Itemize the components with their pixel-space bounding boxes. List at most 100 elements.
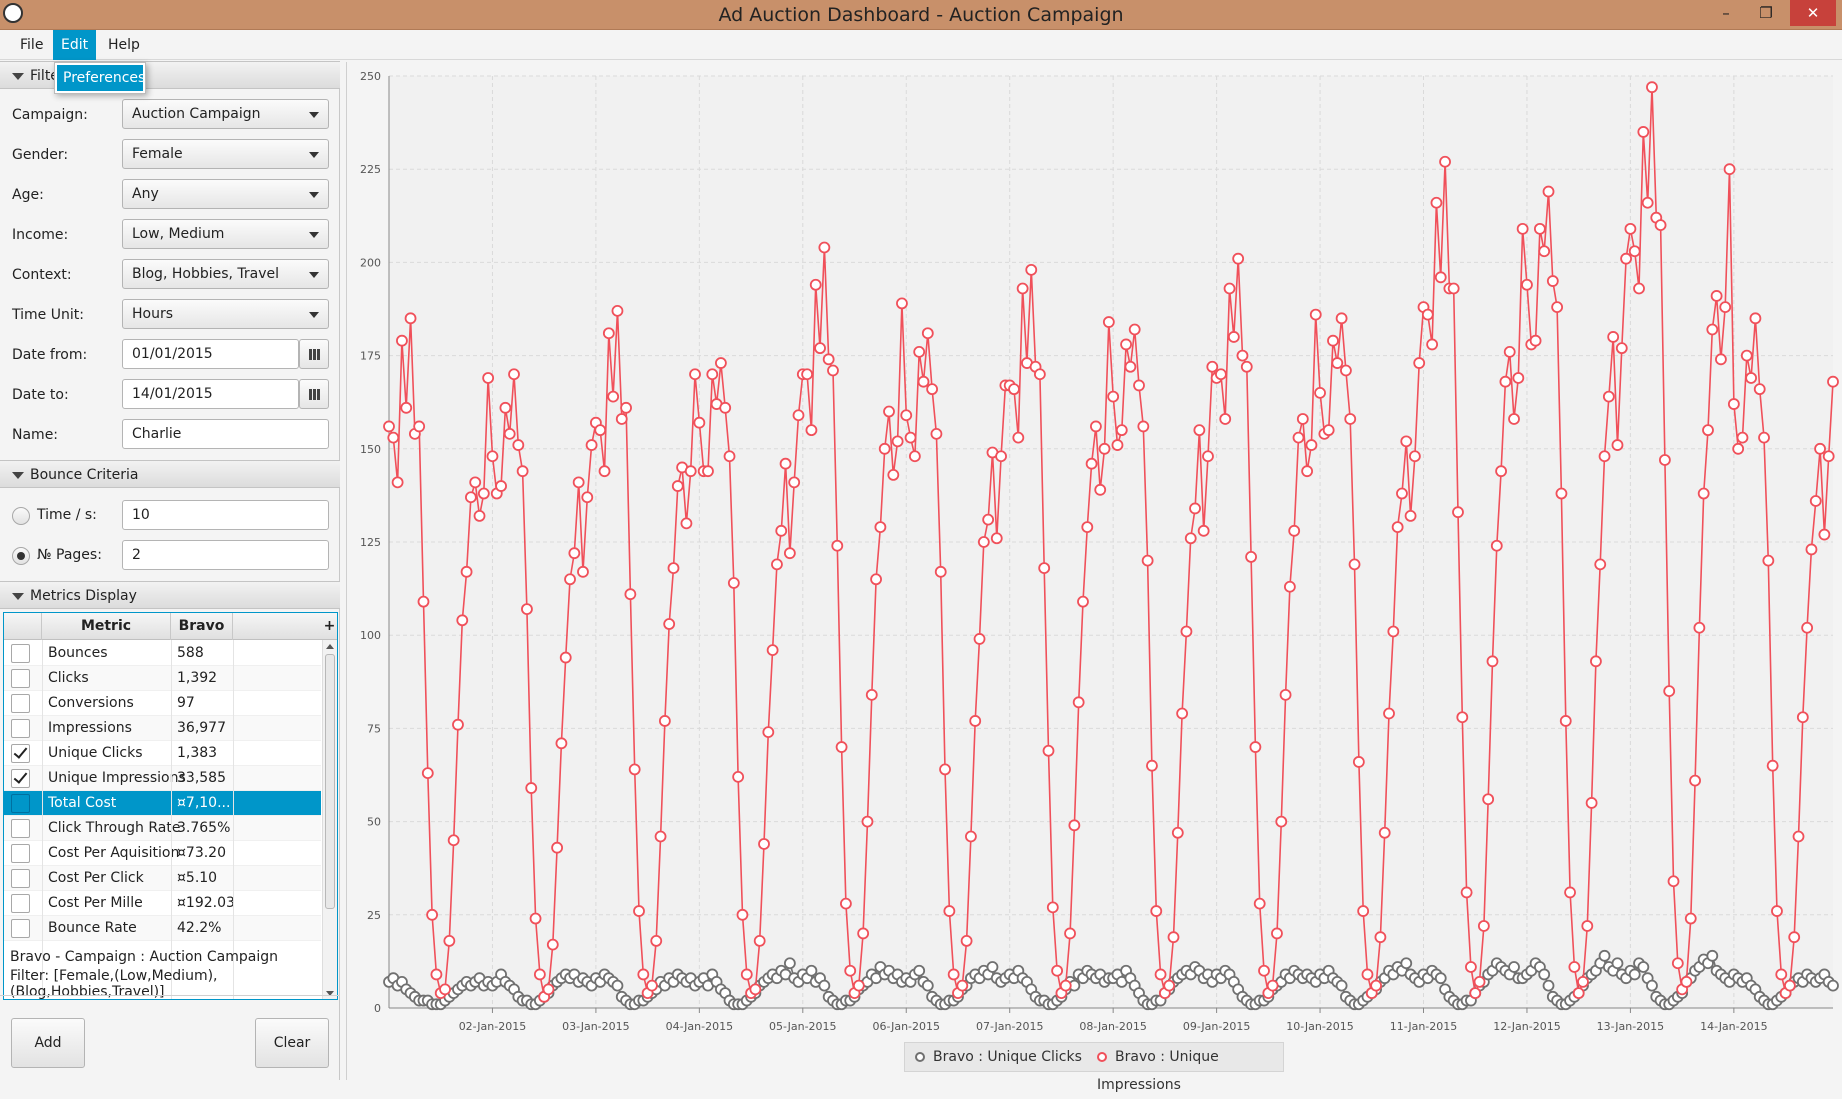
table-row[interactable]: Cost Per Aquisition ¤73.20 (4, 841, 321, 866)
date-to-field[interactable]: 14/01/2015 (122, 379, 299, 409)
data-point-unique-impressions (1240, 360, 1253, 373)
date-to-calendar-button[interactable] (299, 379, 329, 409)
bounce-time-field[interactable]: 10 (122, 500, 329, 530)
metric-checkbox[interactable] (11, 844, 30, 863)
bounce-time-radio[interactable] (12, 507, 30, 525)
metrics-table[interactable]: Metric Bravo + Bounces 588 Clicks 1,392 Conv… (3, 612, 338, 1000)
legend-item-unique-clicks[interactable]: Bravo : Unique Clicks (915, 1043, 1082, 1071)
column-header-metric[interactable]: Metric (42, 613, 171, 640)
table-row[interactable]: Bounce Rate 42.2% (4, 916, 321, 941)
data-point-unique-impressions (646, 979, 658, 992)
y-tick-label: 0 (374, 1002, 381, 1015)
data-point-unique-impressions (1150, 905, 1163, 917)
data-point-unique-impressions (706, 368, 719, 381)
data-point-unique-impressions (1732, 442, 1745, 455)
maximize-button[interactable]: ❐ (1759, 4, 1773, 22)
add-column-icon[interactable]: + (323, 618, 336, 634)
metric-checkbox[interactable] (11, 644, 30, 663)
table-row[interactable]: Total Cost ¤7,10... (4, 791, 321, 816)
metric-checkbox[interactable] (11, 869, 30, 888)
gender-select[interactable]: Female (122, 139, 329, 169)
metric-checkbox[interactable] (11, 669, 30, 688)
column-separator (171, 640, 172, 999)
table-row[interactable]: Clicks 1,392 (4, 666, 321, 691)
data-point-unique-impressions (779, 457, 792, 470)
data-point-unique-impressions (1719, 301, 1732, 314)
table-row[interactable]: Unique Clicks 1,383 (4, 741, 321, 766)
metric-checkbox[interactable] (11, 894, 30, 913)
table-row[interactable]: Cost Per Mille ¤192.03 (4, 891, 321, 916)
data-point-unique-impressions (1753, 383, 1766, 396)
scroll-up-icon[interactable] (326, 644, 334, 649)
data-point-unique-impressions (1292, 431, 1305, 444)
data-point-unique-impressions (1602, 390, 1615, 403)
metric-checkbox[interactable] (11, 744, 30, 763)
income-select[interactable]: Low, Medium (122, 219, 329, 249)
legend-marker-icon (915, 1052, 925, 1062)
context-select[interactable]: Blog, Hobbies, Travel (122, 259, 329, 289)
bounce-pages-field[interactable]: 2 (122, 540, 329, 570)
column-header-bravo[interactable]: Bravo (171, 613, 233, 640)
metrics-section-header[interactable]: Metrics Display (0, 581, 340, 609)
menu-help[interactable]: Help (108, 37, 140, 53)
data-point-unique-impressions (658, 715, 671, 727)
menu-item-preferences[interactable]: Preferences (57, 65, 145, 91)
chart-pane: 0 25 50 75 100 125 150 175 200 225 250 02-Jan-2015 0… (346, 62, 1842, 1080)
table-row[interactable]: Conversions 97 (4, 691, 321, 716)
data-point-unique-impressions (426, 908, 439, 921)
metric-checkbox[interactable] (11, 719, 30, 738)
x-tick-label: 11-Jan-2015 (1390, 1020, 1458, 1033)
date-from-field[interactable]: 01/01/2015 (122, 339, 299, 369)
calendar-icon (309, 349, 321, 360)
metric-checkbox[interactable] (11, 694, 30, 713)
data-point-unique-impressions (818, 241, 831, 254)
metric-checkbox[interactable] (11, 769, 30, 788)
data-point-unique-impressions (939, 763, 951, 776)
filters-section-header[interactable]: Filte (0, 61, 340, 89)
scroll-down-icon[interactable] (326, 991, 334, 996)
data-point-unique-impressions (1689, 774, 1701, 787)
summary-campaign: Bravo - Campaign : Auction Campaign (10, 949, 278, 965)
name-field[interactable]: Charlie (122, 419, 329, 449)
data-point-unique-impressions (1641, 196, 1654, 209)
time-unit-select[interactable]: Hours (122, 299, 329, 329)
context-value: Blog, Hobbies, Travel (132, 266, 280, 282)
table-row[interactable]: Impressions 36,977 (4, 716, 321, 741)
bounce-pages-radio[interactable] (12, 547, 30, 565)
table-row[interactable]: Unique Impressions 33,585 (4, 766, 321, 791)
data-point-unique-impressions (835, 741, 848, 753)
table-row[interactable]: Bounces 588 (4, 641, 321, 666)
metric-checkbox[interactable] (11, 819, 30, 838)
legend-item-unique-impressions[interactable]: Bravo : Unique Impressions (1097, 1043, 1283, 1099)
data-point-unique-impressions (1783, 979, 1796, 992)
date-from-label: Date from: (12, 347, 88, 363)
data-point-unique-impressions (1615, 342, 1628, 355)
minimize-button[interactable]: – (1722, 4, 1730, 22)
metric-checkbox[interactable] (11, 919, 30, 938)
add-button[interactable]: Add (11, 1018, 85, 1068)
clear-button[interactable]: Clear (255, 1018, 329, 1068)
table-row[interactable]: Cost Per Click ¤5.10 (4, 866, 321, 891)
metrics-table-scrollbar[interactable] (322, 640, 337, 999)
edit-menu-popup: Preferences (54, 62, 146, 94)
menu-edit[interactable]: Edit (53, 30, 97, 60)
close-button[interactable]: ✕ (1790, 0, 1836, 26)
menu-file[interactable]: File (20, 37, 44, 53)
metric-name: Click Through Rate (48, 820, 181, 836)
date-from-calendar-button[interactable] (299, 339, 329, 369)
data-point-unique-impressions (840, 897, 852, 910)
scroll-thumb[interactable] (325, 654, 335, 909)
age-select[interactable]: Any (122, 179, 329, 209)
data-point-unique-impressions (568, 547, 581, 560)
data-point-unique-impressions (1533, 222, 1546, 235)
metric-checkbox[interactable] (11, 794, 30, 813)
bounce-section-header[interactable]: Bounce Criteria (0, 460, 340, 488)
data-point-unique-impressions (503, 427, 516, 440)
data-point-unique-impressions (525, 782, 538, 794)
data-point-unique-impressions (727, 577, 740, 589)
campaign-select[interactable]: Auction Campaign (122, 99, 329, 129)
data-point-unique-impressions (1620, 252, 1632, 265)
table-row[interactable]: Click Through Rate 3.765% (4, 816, 321, 841)
x-tick-label: 05-Jan-2015 (769, 1020, 837, 1033)
data-point-unique-impressions (1598, 450, 1611, 463)
